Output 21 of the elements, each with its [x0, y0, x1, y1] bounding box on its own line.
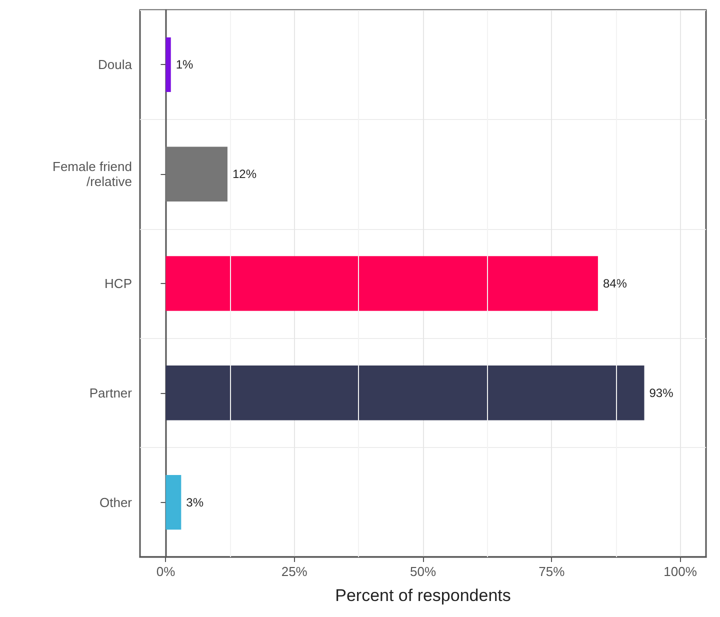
y-tick-label: Other	[99, 494, 133, 510]
x-tick-label: 25%	[281, 564, 308, 579]
data-label: 93%	[649, 386, 674, 400]
x-tick-label: 75%	[538, 564, 566, 579]
data-label: 12%	[232, 167, 257, 182]
data-label: 1%	[176, 58, 194, 72]
y-tick-label: Doula	[98, 57, 133, 72]
data-label: 84%	[602, 276, 628, 290]
y-tick-label: Female friend /relative	[52, 159, 132, 190]
y-tick-label: HCP	[104, 276, 132, 291]
data-label: 3%	[186, 495, 204, 510]
x-tick-label: 0%	[156, 564, 176, 579]
x-tick-label: 50%	[410, 564, 436, 579]
bar	[166, 366, 644, 420]
y-tick-label: Partner	[89, 385, 133, 400]
bar	[166, 146, 228, 202]
x-tick-label: 100%	[664, 564, 698, 579]
x-axis-title: Percent of respondents	[335, 586, 511, 605]
bar	[166, 474, 182, 530]
bar	[166, 37, 171, 92]
bar	[166, 256, 598, 311]
